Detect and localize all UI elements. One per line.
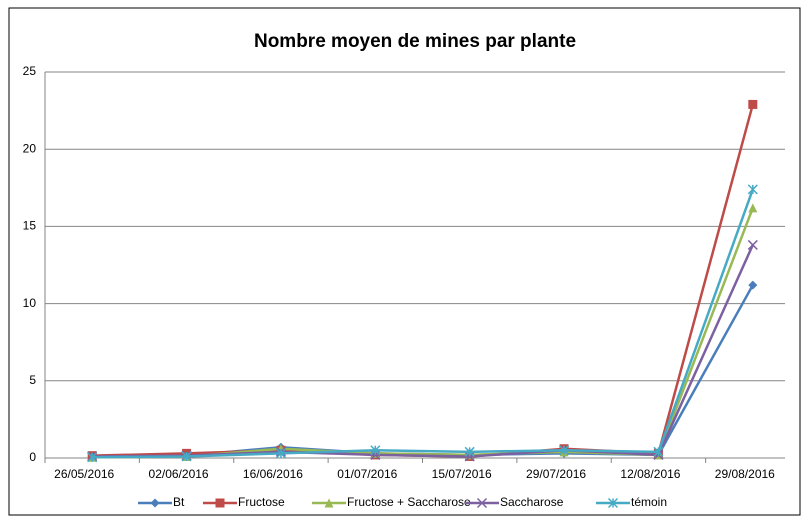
marker xyxy=(215,498,225,508)
marker xyxy=(150,498,160,508)
marker xyxy=(747,184,758,195)
legend-item: Fructose + Saccharose xyxy=(312,495,471,509)
marker xyxy=(370,449,381,460)
marker xyxy=(275,448,286,459)
marker xyxy=(748,203,758,213)
y-tick-label: 15 xyxy=(23,219,37,233)
legend-item: Saccharose xyxy=(465,495,564,509)
y-tick-label: 10 xyxy=(23,296,37,310)
legend-item: témoin xyxy=(596,495,667,509)
chart-border xyxy=(8,7,801,516)
marker xyxy=(370,445,381,456)
marker xyxy=(748,280,758,290)
y-tick-label: 0 xyxy=(29,450,36,464)
marker xyxy=(607,497,619,509)
legend-item: Bt xyxy=(138,495,185,509)
x-tick-label: 15/07/2016 xyxy=(432,467,492,481)
marker xyxy=(476,497,488,509)
marker xyxy=(748,99,758,109)
legend-label: Saccharose xyxy=(500,495,564,509)
x-tick-label: 02/06/2016 xyxy=(149,467,209,481)
legend-label: témoin xyxy=(631,495,667,509)
x-tick-label: 12/08/2016 xyxy=(620,467,680,481)
marker xyxy=(324,498,334,508)
legend-label: Bt xyxy=(173,495,185,509)
marker xyxy=(87,452,98,463)
y-tick-label: 25 xyxy=(23,64,37,78)
marker xyxy=(464,446,475,457)
series-line xyxy=(92,188,754,459)
legend-item: Fructose xyxy=(203,495,285,509)
x-tick-label: 29/07/2016 xyxy=(526,467,586,481)
marker xyxy=(653,446,664,457)
y-tick-label: 20 xyxy=(23,141,37,155)
x-tick-label: 26/05/2016 xyxy=(54,467,114,481)
legend-label: Fructose + Saccharose xyxy=(347,495,471,509)
x-tick-label: 16/06/2016 xyxy=(243,467,303,481)
marker xyxy=(747,239,758,250)
y-tick-label: 5 xyxy=(29,373,36,387)
chart-title: Nombre moyen de mines par plante xyxy=(254,31,576,52)
x-tick-label: 01/07/2016 xyxy=(337,467,397,481)
marker xyxy=(559,445,570,456)
marker xyxy=(181,451,192,462)
legend-label: Fructose xyxy=(238,495,285,509)
x-tick-label: 29/08/2016 xyxy=(715,467,775,481)
marker xyxy=(464,451,475,462)
